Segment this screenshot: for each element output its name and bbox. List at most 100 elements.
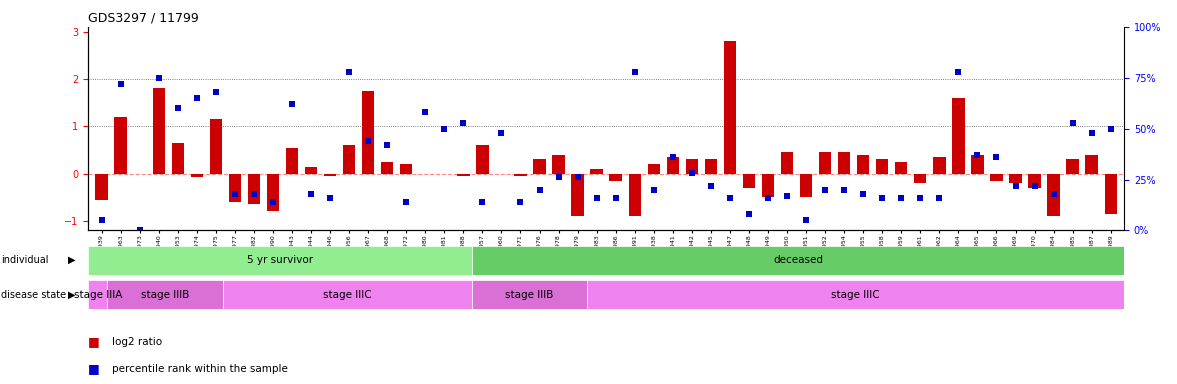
Point [301,191,320,197]
Point [930,195,949,201]
Bar [457,174,470,176]
Point [892,195,911,201]
Text: percentile rank within the sample: percentile rank within the sample [112,364,287,374]
Point [587,195,606,201]
Text: stage IIIC: stage IIIC [831,290,880,300]
Point [264,199,282,205]
Bar [114,117,127,174]
Bar [838,152,850,174]
Bar [363,91,374,174]
Bar [1029,174,1040,188]
Bar [286,147,298,174]
Text: stage IIIB: stage IIIB [141,290,189,300]
Bar [1085,155,1098,174]
Bar [647,164,660,174]
Point [988,154,1006,160]
Point [1082,130,1100,136]
Point [1006,182,1025,189]
Point [340,69,359,75]
Text: ■: ■ [88,362,100,375]
Bar [587,280,1124,309]
Bar [472,280,587,309]
Bar [876,159,889,174]
Point [1044,191,1063,197]
Bar [305,167,318,174]
Point [644,187,663,193]
Bar [267,174,279,212]
Point [816,187,834,193]
Bar [1066,159,1079,174]
Point [739,211,758,217]
Point [1025,182,1044,189]
Point [359,138,378,144]
Bar [210,119,222,174]
Point [397,199,415,205]
Point [320,195,339,201]
Bar [514,174,526,176]
Text: stage IIIA: stage IIIA [74,290,122,300]
Bar [95,174,108,200]
Point [873,195,892,201]
Point [473,199,492,205]
Bar [915,174,926,183]
Text: individual: individual [1,255,48,265]
Point [1063,119,1082,126]
Bar [222,280,472,309]
Point [131,227,149,233]
Bar [743,174,756,188]
Bar [780,152,793,174]
Point [834,187,853,193]
Point [758,195,777,201]
Point [378,142,397,148]
Point [606,195,625,201]
Text: stage IIIC: stage IIIC [322,290,372,300]
Bar [800,174,812,197]
Point [415,109,434,116]
Bar [400,164,412,174]
Bar [247,174,260,204]
Point [282,101,301,107]
Point [168,105,187,111]
Text: deceased: deceased [773,255,823,265]
Bar [1104,174,1117,214]
Point [720,195,739,201]
Bar [952,98,965,174]
Bar [88,246,472,275]
Point [187,95,206,101]
Point [111,81,129,87]
Bar [343,145,355,174]
Bar [857,155,870,174]
Bar [705,159,717,174]
Point [853,191,872,197]
Text: log2 ratio: log2 ratio [112,337,162,347]
Text: ▶: ▶ [68,290,75,300]
Point [550,174,568,180]
Bar [933,157,945,174]
Bar [666,157,679,174]
Point [149,75,168,81]
Point [683,170,701,177]
Point [245,191,264,197]
Text: GDS3297 / 11799: GDS3297 / 11799 [88,12,199,25]
Bar [895,162,907,174]
Point [701,182,720,189]
Bar [1010,174,1022,183]
Bar [1048,174,1059,216]
Bar [724,41,736,174]
Bar [324,174,337,176]
Bar [819,152,831,174]
Text: ▶: ▶ [68,255,75,265]
Text: 5 yr survivor: 5 yr survivor [247,255,313,265]
Bar [472,246,1124,275]
Bar [172,143,184,174]
Point [949,69,967,75]
Point [454,119,473,126]
Bar [153,88,165,174]
Bar [990,174,1003,181]
Point [664,154,683,160]
Bar [552,155,565,174]
Bar [629,174,641,216]
Point [797,217,816,223]
Bar [477,145,488,174]
Point [967,152,986,158]
